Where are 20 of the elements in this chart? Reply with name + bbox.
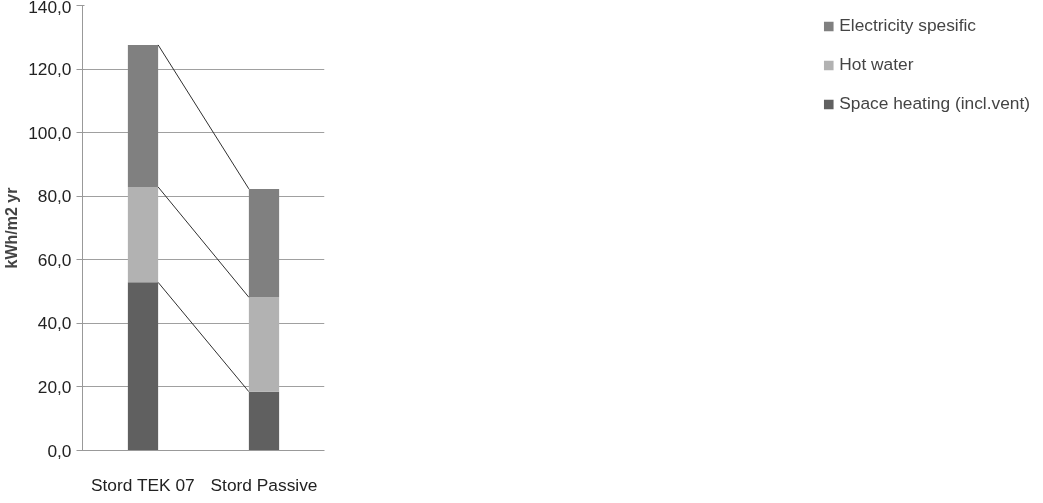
bar	[248, 391, 280, 451]
y-tick-label: 80,0	[37, 186, 72, 207]
x-tick-label: Stord TEK 07	[90, 474, 195, 495]
y-tick-label: 140,0	[28, 0, 72, 17]
legend-label: Electricity spesific	[839, 15, 976, 36]
x-tick-label: Stord Passive	[210, 474, 318, 495]
bar	[127, 187, 159, 283]
legend-label: Hot water	[839, 54, 914, 75]
bar	[127, 44, 159, 187]
bar	[248, 297, 280, 392]
y-tick-label: 40,0	[37, 313, 72, 334]
y-tick-label: 60,0	[37, 249, 72, 270]
bar	[248, 188, 280, 298]
y-tick-label: 100,0	[28, 122, 72, 143]
y-axis-title: kWh/m2 yr	[3, 187, 21, 269]
legend-label: Space heating (incl.vent)	[839, 93, 1030, 114]
y-tick-label: 20,0	[37, 376, 72, 397]
y-tick-label: 120,0	[28, 59, 72, 80]
bar	[127, 282, 159, 451]
y-tick-label: 0,0	[47, 440, 72, 461]
